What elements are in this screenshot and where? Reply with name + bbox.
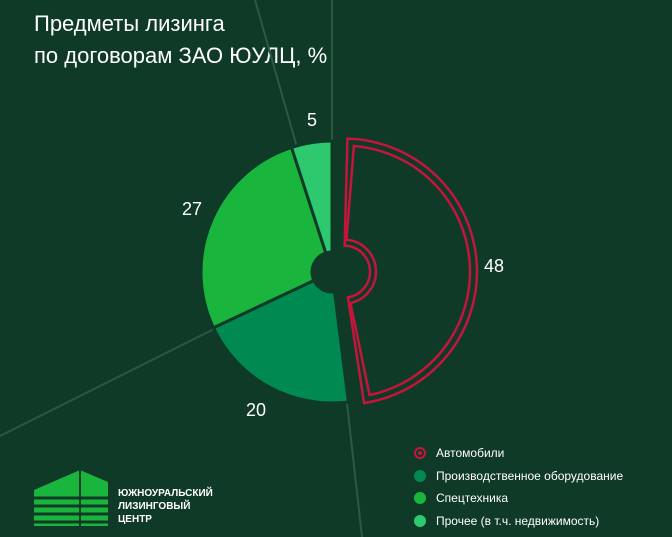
legend-item-equipment: Производственное оборудование [414, 465, 623, 488]
data-label: 20 [246, 400, 266, 420]
pie-center-hole [312, 252, 352, 292]
legend-item-autos: Автомобили [414, 442, 623, 465]
legend-swatch-special [414, 492, 426, 505]
legend-item-other: Прочее (в т.ч. недвижимость) [414, 510, 623, 533]
legend-item-special: Спецтехника [414, 487, 623, 510]
legend-swatch-autos [414, 447, 426, 460]
legend-label: Автомобили [436, 446, 505, 461]
company-name-line1: ЮЖНОУРАЛЬСКИЙ [118, 488, 213, 499]
legend-label: Прочее (в т.ч. недвижимость) [436, 513, 600, 528]
company-name-line3: ЦЕНТР [118, 514, 152, 525]
company-logo-icon [34, 470, 108, 526]
legend-label: Спецтехника [436, 491, 508, 506]
legend-label: Производственное оборудование [436, 468, 624, 483]
company-name-line2: ЛИЗИНГОВЫЙ [118, 501, 191, 512]
data-label: 48 [484, 256, 504, 276]
pie-slices [199, 137, 479, 405]
chart-title-line1: Предметы лизинга [34, 11, 225, 36]
slice-autos-inner-outline [345, 144, 472, 397]
pie-labels: 48 20 27 5 [182, 110, 504, 420]
data-label: 27 [182, 199, 202, 219]
chart-title: Предметы лизинга по договорам ЗАО ЮУЛЦ, … [34, 8, 327, 72]
company-name: ЮЖНОУРАЛЬСКИЙ ЛИЗИНГОВЫЙ ЦЕНТР [118, 487, 213, 526]
legend-swatch-equipment [414, 469, 426, 482]
chart-title-line2: по договорам ЗАО ЮУЛЦ, % [34, 43, 328, 68]
legend: Автомобили Производственное оборудование… [414, 442, 623, 532]
slice-autos [343, 137, 479, 405]
data-label: 5 [307, 110, 317, 130]
legend-swatch-other [414, 514, 426, 527]
